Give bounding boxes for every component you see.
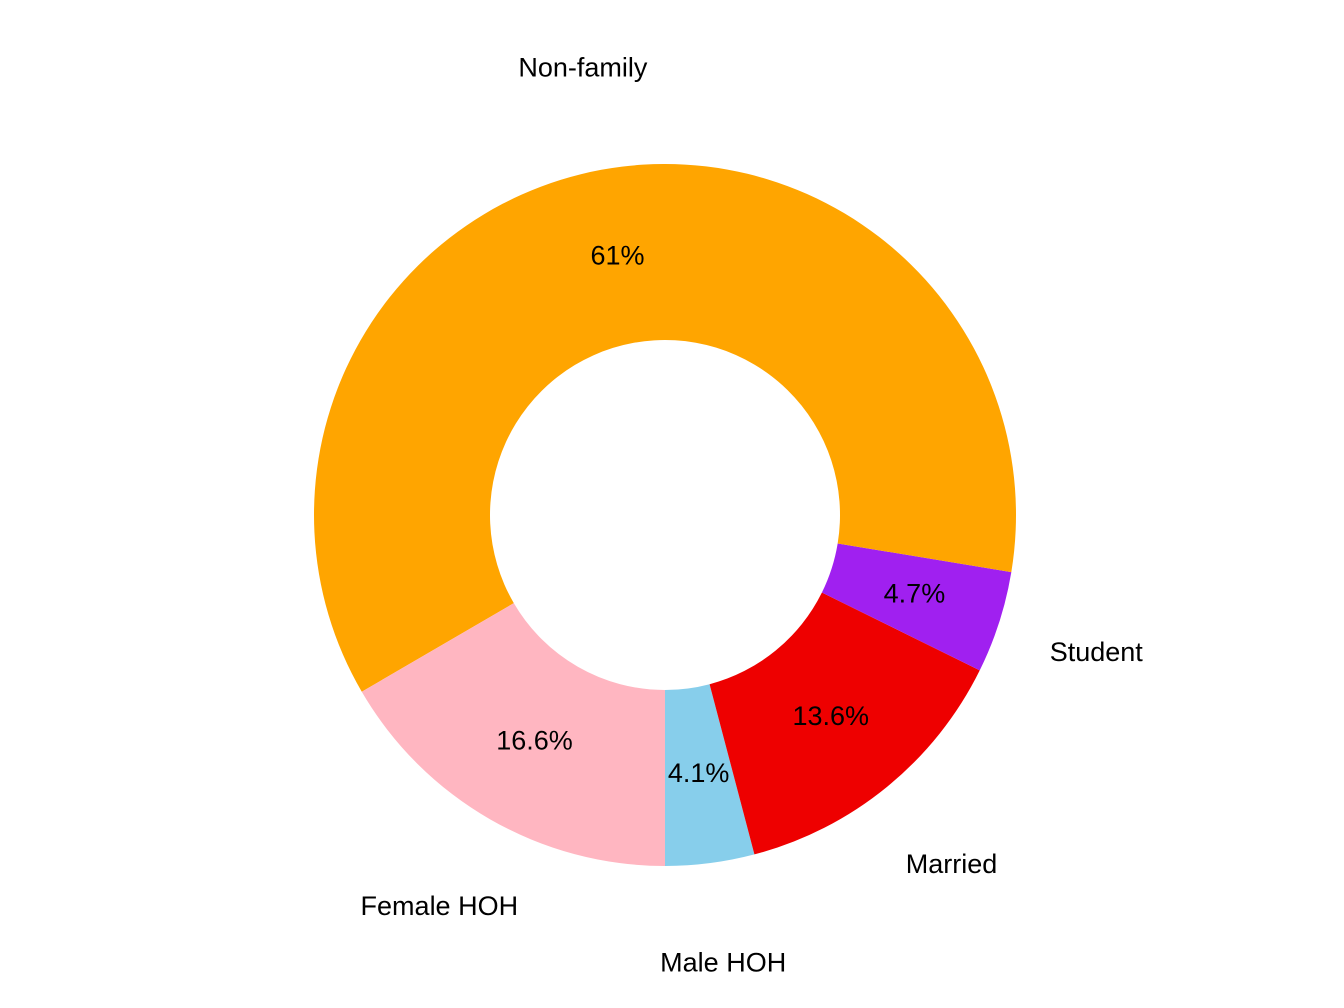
value-label: 13.6% (792, 701, 869, 731)
donut-slice (709, 592, 980, 855)
donut-slice (314, 163, 1016, 692)
value-label: 16.6% (496, 725, 573, 755)
value-label: 4.1% (668, 758, 730, 788)
value-label: 4.7% (884, 578, 946, 608)
category-label: Married (906, 849, 998, 879)
category-label: Female HOH (361, 891, 519, 921)
category-label: Student (1050, 637, 1144, 667)
donut-slice (665, 684, 755, 866)
donut-slice (821, 543, 1012, 671)
category-label: Male HOH (660, 947, 786, 977)
value-label: 61% (591, 240, 645, 270)
donut-slice (361, 603, 665, 866)
category-label: Non-family (518, 53, 648, 83)
